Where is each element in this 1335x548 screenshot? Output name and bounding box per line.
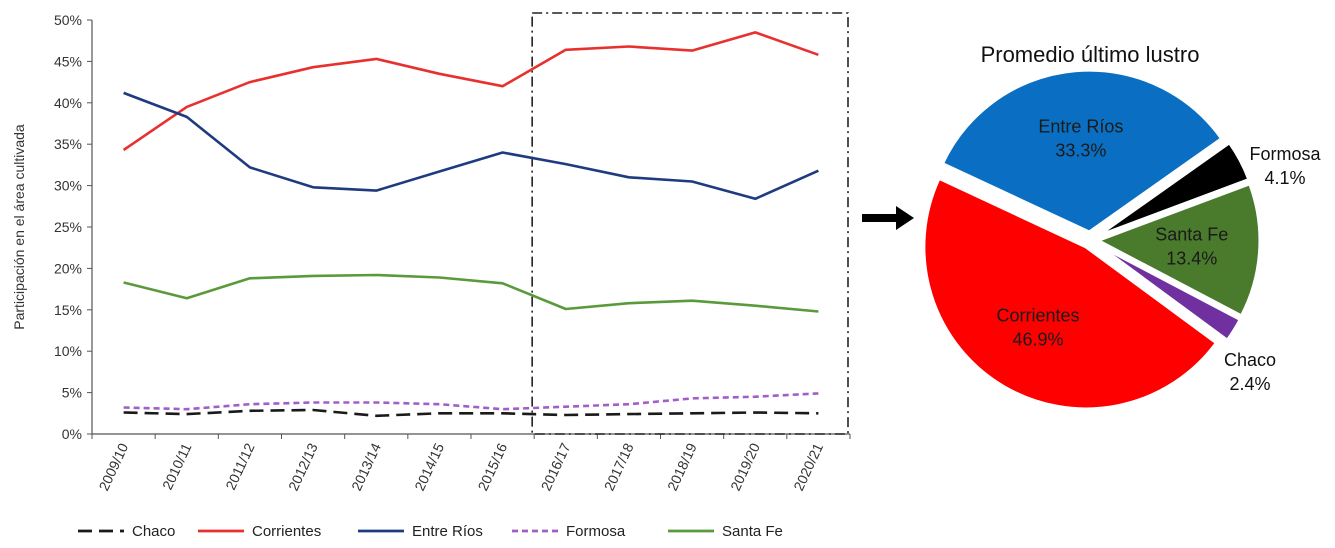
y-tick-label: 30% <box>54 178 82 194</box>
y-tick-label: 40% <box>54 95 82 111</box>
pie-label-value: 46.9% <box>1012 330 1063 350</box>
pie-label-name: Chaco <box>1224 350 1276 370</box>
x-tick-label: 2009/10 <box>95 440 131 493</box>
pie-slice-entre-r-os <box>940 68 1224 234</box>
legend-label: Corrientes <box>252 523 321 540</box>
x-tick-label: 2012/13 <box>285 440 321 493</box>
legend-label: Entre Ríos <box>412 523 483 540</box>
series-line-entre-r-os <box>123 91 819 201</box>
x-tick-label: 2020/21 <box>790 440 826 493</box>
x-tick-label: 2011/12 <box>222 440 258 492</box>
y-tick-label: 25% <box>54 219 82 235</box>
legend-label: Formosa <box>566 523 626 540</box>
x-tick-label: 2016/17 <box>538 440 574 493</box>
y-tick-label: 5% <box>62 385 82 401</box>
highlight-box <box>531 12 849 435</box>
x-tick-label: 2013/14 <box>348 440 384 493</box>
y-tick-label: 15% <box>54 302 82 318</box>
arrow-layer <box>862 206 914 230</box>
y-tick-label: 35% <box>54 136 82 152</box>
pie-label-name: Santa Fe <box>1155 224 1228 244</box>
arrow-icon <box>862 206 914 230</box>
pie-chart: Promedio último lustro Entre Ríos 33.3% For… <box>922 42 1321 411</box>
pie-label-name: Corrientes <box>996 306 1079 326</box>
pie-slice-corrientes <box>922 176 1219 411</box>
line-chart: 0% 5% 10% 15% 20% 25% 30% 35% 40% 45% 50% 2009/10 20… <box>11 12 851 540</box>
pie-slice-chaco <box>1095 242 1243 343</box>
series-line-santa-fe <box>123 273 819 313</box>
legend-label: Santa Fe <box>722 523 783 540</box>
x-tick-label: 2019/20 <box>727 440 763 493</box>
y-axis-title: Participación en el área cultivada <box>11 124 27 330</box>
pie-title: Promedio último lustro <box>981 42 1200 67</box>
pie-label-value: 2.4% <box>1229 374 1270 394</box>
x-tick-label: 2015/16 <box>474 440 510 493</box>
y-tick-label: 45% <box>54 53 82 69</box>
pie-label-name: Entre Ríos <box>1038 116 1123 136</box>
legend-label: Chaco <box>132 523 175 540</box>
y-tick-label: 50% <box>54 12 82 28</box>
pie-slice-santa-fe <box>1094 181 1262 318</box>
x-tick-label: 2010/11 <box>159 440 195 492</box>
series-line-corrientes <box>122 31 819 152</box>
pie-label-value: 13.4% <box>1166 248 1217 268</box>
y-tick-label: 20% <box>54 260 82 276</box>
series-line-chaco <box>123 408 819 418</box>
pie-label-value: 4.1% <box>1264 168 1305 188</box>
series-line-formosa <box>123 392 819 411</box>
pie-slice-formosa <box>1096 140 1251 238</box>
y-tick-label: 0% <box>62 426 82 442</box>
x-tick-label: 2017/18 <box>601 440 637 493</box>
x-tick-label: 2018/19 <box>664 440 700 493</box>
pie-label-name: Formosa <box>1249 144 1321 164</box>
y-tick-label: 10% <box>54 343 82 359</box>
pie-label-value: 33.3% <box>1055 140 1106 160</box>
x-tick-label: 2014/15 <box>411 440 447 493</box>
